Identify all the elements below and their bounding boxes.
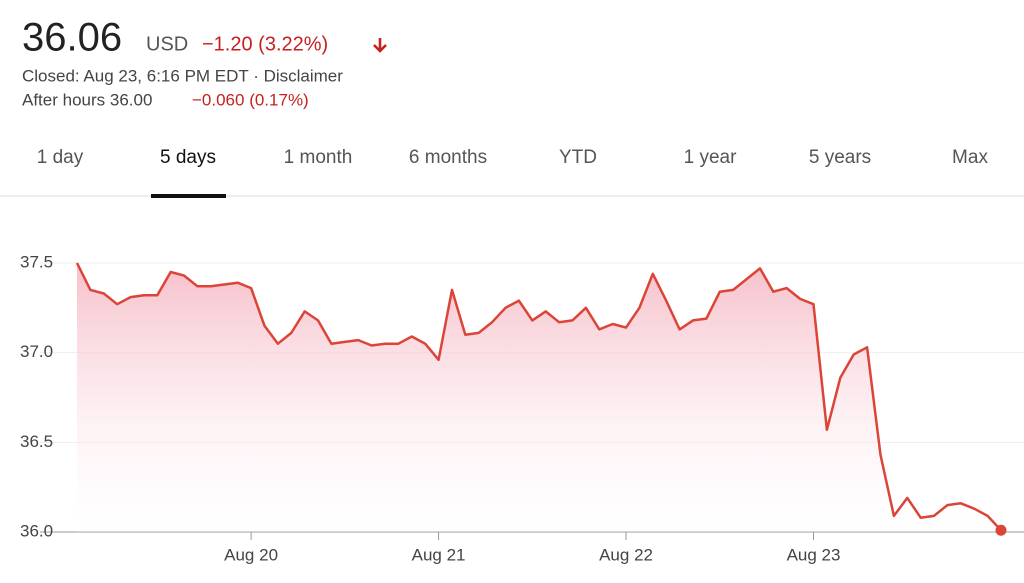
tab[interactable]: YTD (559, 147, 597, 168)
tab[interactable]: 1 month (284, 147, 353, 168)
y-tick-label: 37.0 (20, 342, 53, 361)
x-tick-label: Aug 20 (224, 545, 278, 564)
change: −1.20 (3.22%) (202, 33, 328, 55)
last-point (995, 524, 1007, 536)
tab-underline (151, 194, 226, 198)
y-tick-label: 36.5 (20, 432, 53, 451)
tab[interactable]: 1 day (37, 147, 84, 168)
tab[interactable]: Max (952, 147, 988, 168)
area (77, 263, 1001, 532)
x-tick-label: Aug 23 (787, 545, 841, 564)
x-tick-label: Aug 21 (412, 545, 466, 564)
after-hours: After hours 36.00 (22, 90, 152, 109)
price-line (75, 262, 1002, 532)
price: 36.06 (22, 16, 122, 60)
y-tick-label: 37.5 (20, 252, 53, 271)
chart: 37.5 37.0 36.5 36.0 Aug 20 Aug 21 Aug 22 Aug 23 (20, 252, 1024, 564)
x-tick-label: Aug 22 (599, 545, 653, 564)
after-hours-change: −0.060 (0.17%) (192, 90, 309, 109)
tab[interactable]: 6 months (409, 147, 487, 168)
currency: USD (146, 33, 188, 55)
tab[interactable]: 5 years (809, 147, 871, 168)
down-arrow (373, 38, 387, 53)
tab-active[interactable]: 5 days (160, 147, 216, 168)
status: Closed: Aug 23, 6:16 PM EDT · Disclaimer (22, 66, 343, 85)
tab[interactable]: 1 year (684, 147, 737, 168)
y-tick-label: 36.0 (20, 521, 53, 540)
